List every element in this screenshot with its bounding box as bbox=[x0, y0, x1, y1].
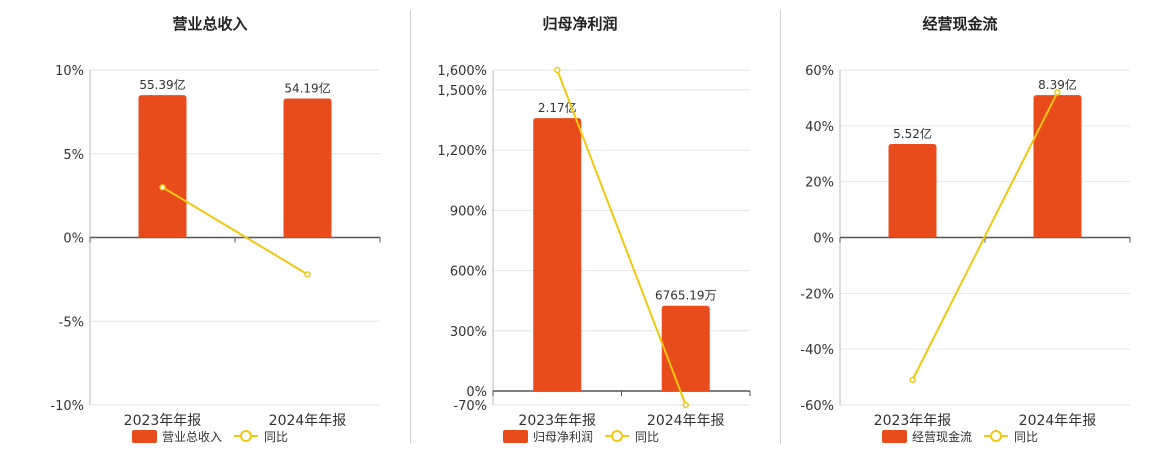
y-tick-label: 0% bbox=[813, 232, 834, 247]
y-tick-label: -70% bbox=[453, 399, 487, 414]
x-category-label: 2024年年报 bbox=[269, 413, 347, 429]
bar bbox=[661, 305, 710, 391]
y-tick-label: -5% bbox=[59, 315, 84, 330]
legend-bar-swatch bbox=[132, 430, 157, 443]
panel-divider bbox=[410, 10, 411, 444]
yoy-point bbox=[682, 401, 689, 409]
bar bbox=[1033, 95, 1082, 238]
x-category-label: 2023年年报 bbox=[874, 413, 952, 429]
bar-data-label: 5.52亿 bbox=[893, 126, 932, 141]
bar bbox=[283, 98, 332, 238]
chart-panel-revenue: 营业总收入 10% 5% 0% -5% -10% 55.39亿 2023年年报 54.19亿 20… bbox=[0, 0, 400, 450]
bar bbox=[533, 118, 582, 391]
legend-bar-label: 经营现金流 bbox=[912, 429, 972, 444]
yoy-point bbox=[909, 376, 916, 384]
y-tick-label: 0% bbox=[466, 385, 487, 400]
chart-title: 归母净利润 bbox=[542, 15, 617, 33]
chart-panel-cash-flow: 经营现金流 60% 40% 20% 0% -20% -40% -60% 5.52亿 2023年年报… bbox=[780, 0, 1160, 450]
y-tick-label: 5% bbox=[63, 148, 84, 163]
bar-data-label: 54.19亿 bbox=[284, 80, 330, 95]
bar-data-label: 6765.19万 bbox=[655, 289, 717, 303]
y-tick-label: -10% bbox=[50, 399, 84, 414]
x-category-label: 2023年年报 bbox=[518, 413, 596, 429]
y-tick-label: 20% bbox=[805, 176, 834, 191]
legend-line-label: 同比 bbox=[1014, 430, 1038, 444]
x-category-label: 2024年年报 bbox=[647, 413, 725, 429]
y-tick-label: 1,600% bbox=[437, 64, 487, 79]
chart-cash-flow: 经营现金流 60% 40% 20% 0% -20% -40% -60% 5.52亿 2023年年报… bbox=[800, 15, 1131, 444]
bar-data-label: 55.39亿 bbox=[139, 77, 185, 92]
y-tick-label: 10% bbox=[55, 64, 84, 79]
yoy-line bbox=[161, 186, 309, 276]
y-tick-label: 1,200% bbox=[437, 144, 487, 159]
y-tick-label: 0% bbox=[63, 232, 84, 247]
y-tick-label: 300% bbox=[450, 325, 487, 340]
legend-line-label: 同比 bbox=[635, 430, 659, 444]
yoy-point bbox=[554, 66, 561, 74]
yoy-line bbox=[911, 91, 1059, 381]
chart-panel-net-profit: 归母净利润 1,600% 1,500% 1,200% 900% 600% 300% 0% -70… bbox=[400, 0, 780, 450]
yoy-point bbox=[159, 184, 166, 191]
bar-data-label: 2.17亿 bbox=[538, 100, 577, 115]
yoy-point bbox=[1054, 89, 1061, 96]
bar-data-label: 8.39亿 bbox=[1038, 77, 1077, 92]
y-tick-label: -20% bbox=[800, 287, 834, 302]
yoy-line bbox=[556, 69, 687, 406]
y-tick-label: 600% bbox=[450, 265, 487, 280]
panel-divider bbox=[780, 10, 781, 444]
bar bbox=[888, 143, 937, 238]
y-tick-label: 1,500% bbox=[437, 84, 487, 99]
legend-bar-swatch bbox=[882, 430, 907, 443]
legend-line-marker bbox=[240, 430, 252, 442]
bar bbox=[138, 95, 187, 238]
chart-revenue: 营业总收入 10% 5% 0% -5% -10% 55.39亿 2023年年报 54.19亿 20… bbox=[50, 15, 381, 444]
legend-line-marker bbox=[990, 430, 1002, 442]
x-category-label: 2023年年报 bbox=[124, 413, 202, 429]
legend-line-label: 同比 bbox=[264, 430, 288, 444]
legend-bar-label: 归母净利润 bbox=[533, 430, 593, 444]
legend-line-marker bbox=[611, 430, 623, 442]
x-category-label: 2024年年报 bbox=[1019, 413, 1097, 429]
y-tick-label: 900% bbox=[450, 204, 487, 219]
y-tick-label: -40% bbox=[800, 343, 834, 358]
legend-bar-label: 营业总收入 bbox=[162, 430, 222, 444]
y-tick-label: -60% bbox=[800, 399, 834, 414]
y-tick-label: 60% bbox=[805, 64, 834, 79]
chart-title: 经营现金流 bbox=[922, 15, 997, 33]
chart-net-profit: 归母净利润 1,600% 1,500% 1,200% 900% 600% 300% 0%-70… bbox=[437, 15, 751, 444]
legend-bar-swatch bbox=[503, 430, 528, 443]
yoy-point bbox=[304, 271, 311, 278]
y-tick-label: 40% bbox=[805, 120, 834, 135]
chart-title: 营业总收入 bbox=[172, 15, 247, 33]
